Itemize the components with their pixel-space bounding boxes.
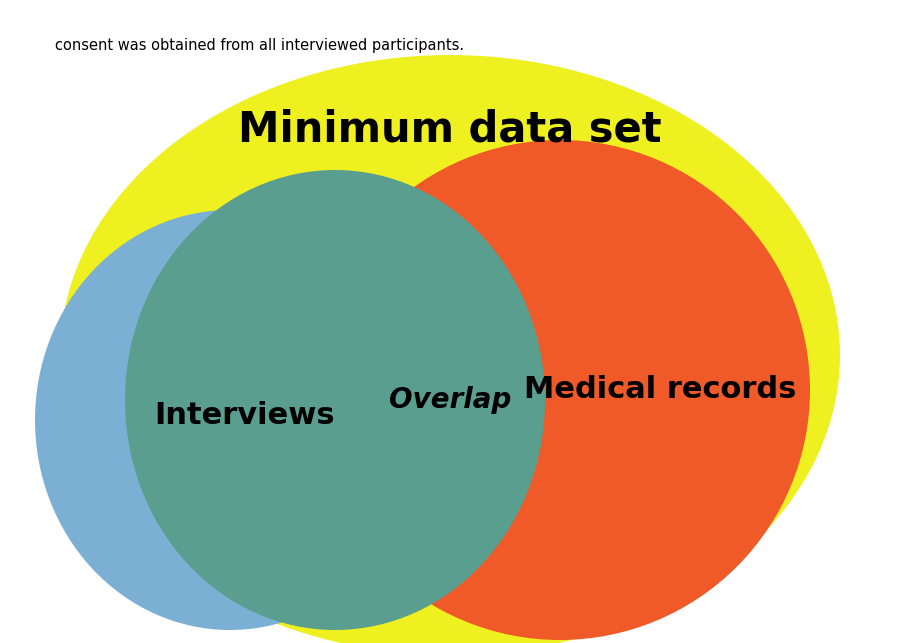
Ellipse shape (60, 55, 840, 643)
Text: consent was obtained from all interviewed participants.: consent was obtained from all interviewe… (55, 38, 464, 53)
Text: Minimum data set: Minimum data set (238, 109, 662, 151)
Ellipse shape (35, 210, 425, 630)
Text: Interviews: Interviews (155, 401, 336, 430)
Ellipse shape (125, 170, 545, 630)
Ellipse shape (310, 140, 810, 640)
Text: Medical records: Medical records (524, 376, 796, 404)
Text: Overlap: Overlap (389, 386, 511, 414)
